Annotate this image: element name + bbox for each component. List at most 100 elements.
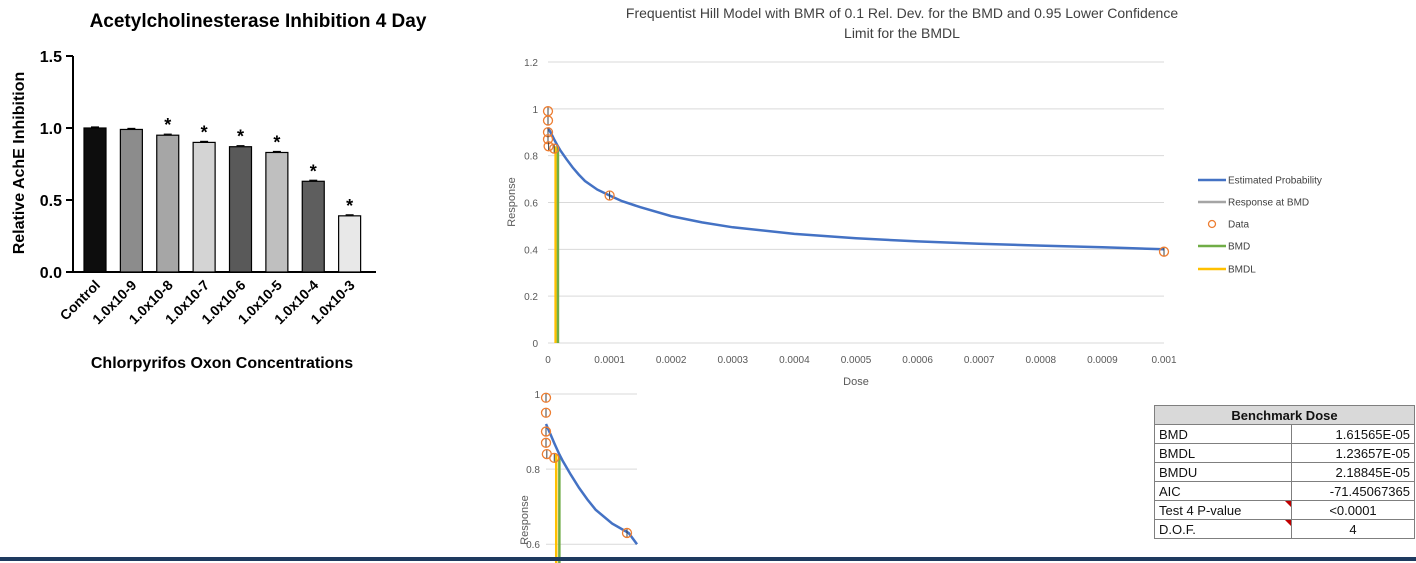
data-point xyxy=(542,134,554,145)
significance-marker: * xyxy=(237,127,244,147)
hill-chart-title: Frequentist Hill Model with BMR of 0.1 R… xyxy=(626,5,1178,41)
y-tick-label: 0 xyxy=(532,339,538,350)
table-cell-label: AIC xyxy=(1154,481,1292,501)
significance-marker: * xyxy=(273,132,280,152)
data-point xyxy=(540,392,552,403)
data-point xyxy=(604,190,615,201)
y-tick-label: 1.0 xyxy=(40,121,62,138)
x-tick-label: 0.0001 xyxy=(594,355,625,366)
y-tick-label: 0.6 xyxy=(524,199,538,210)
x-tick-label: 0.0007 xyxy=(964,355,995,366)
x-tick-label: 0.0004 xyxy=(779,355,810,366)
bar xyxy=(228,146,253,273)
hill-chart-title-line: Frequentist Hill Model with BMR of 0.1 R… xyxy=(626,5,1178,21)
estimated-probability-curve xyxy=(544,423,639,545)
x-tick-label: 0.0008 xyxy=(1026,355,1057,366)
data-point xyxy=(543,141,554,152)
hill-chart-x-label: Dose xyxy=(843,376,869,388)
bar xyxy=(301,180,325,273)
benchmark-table-header: Benchmark Dose xyxy=(1154,405,1415,425)
bar-chart-y-label: Relative AchE Inhibition xyxy=(11,72,28,255)
data-point xyxy=(549,143,560,154)
data-point xyxy=(621,527,633,539)
table-cell-label: D.O.F. xyxy=(1154,519,1292,539)
bar-chart-axes: 0.0 0.5 1.0 1.5 xyxy=(40,49,376,282)
data-point xyxy=(549,452,560,463)
legend-marker xyxy=(1207,219,1217,229)
x-tick-label: 0 xyxy=(545,355,551,366)
data-point xyxy=(540,426,552,437)
table-cell-value: 2.18845E-05 xyxy=(1291,462,1415,482)
hill-chart-y-label: Response xyxy=(506,177,518,227)
table-row: AIC -71.45067365 xyxy=(1154,481,1415,501)
table-cell-value: -71.45067365 xyxy=(1291,481,1415,501)
table-row: BMDL 1.23657E-05 xyxy=(1154,443,1415,463)
data-point xyxy=(1158,246,1170,257)
data-point xyxy=(540,437,552,448)
y-tick-label: 0.2 xyxy=(524,292,538,303)
legend-label: Response at BMD xyxy=(1228,198,1309,209)
ache-bar-chart: Acetylcholinesterase Inhibition 4 Day 0.… xyxy=(11,11,427,372)
legend-label: BMDL xyxy=(1228,265,1256,276)
table-cell-label: BMDL xyxy=(1154,443,1292,463)
y-tick-label: 0.5 xyxy=(40,193,62,210)
y-tick-label: 0.8 xyxy=(526,465,540,476)
legend-label: Estimated Probability xyxy=(1228,176,1322,187)
table-cell-label-text: Test 4 P-value xyxy=(1159,502,1242,518)
zoom-chart-y-label: Response xyxy=(519,495,531,545)
legend-label: BMD xyxy=(1228,242,1250,253)
table-cell-label: BMD xyxy=(1154,424,1292,444)
estimated-probability-curve xyxy=(546,127,1165,251)
data-point xyxy=(542,115,554,126)
x-tick-label: 0.0005 xyxy=(841,355,872,366)
x-tick-label: 0.001 xyxy=(1151,355,1176,366)
table-cell-value: 1.23657E-05 xyxy=(1291,443,1415,463)
y-tick-label: 0.6 xyxy=(526,540,540,551)
table-cell-label: Test 4 P-value xyxy=(1154,500,1292,520)
zoom-chart-plot xyxy=(540,392,639,563)
significance-marker: * xyxy=(201,122,208,142)
y-tick-label: 0.0 xyxy=(40,265,62,282)
significance-marker: * xyxy=(310,161,317,181)
hill-chart-plot xyxy=(542,106,1170,343)
bar xyxy=(192,141,216,273)
y-tick-label: 0.4 xyxy=(524,245,538,256)
table-cell-label: BMDU xyxy=(1154,462,1292,482)
data-point xyxy=(540,407,552,418)
hill-chart-legend: Estimated Probability Response at BMD Data… xyxy=(1198,176,1322,276)
hill-chart-title-line: Limit for the BMDL xyxy=(844,25,960,41)
benchmark-dose-table: Benchmark Dose BMD 1.61565E-05 BMDL 1.23… xyxy=(1154,405,1415,539)
bar xyxy=(156,134,180,273)
bar-chart-bars: Control1.0x10-9*1.0x10-8*1.0x10-7*1.0x10… xyxy=(57,115,362,327)
x-tick-label: 0.0006 xyxy=(902,355,933,366)
y-tick-label: 1 xyxy=(532,105,538,116)
table-cell-label-text: D.O.F. xyxy=(1159,521,1196,537)
table-row: BMD 1.61565E-05 xyxy=(1154,424,1415,444)
y-tick-label: 1.2 xyxy=(524,58,538,69)
comment-flag-icon[interactable] xyxy=(1285,501,1291,507)
zoom-chart-grid: 0.6 0.8 1 xyxy=(526,390,637,551)
bar-chart-title: Acetylcholinesterase Inhibition 4 Day xyxy=(90,11,427,32)
table-row: BMDU 2.18845E-05 xyxy=(1154,462,1415,482)
legend-label: Data xyxy=(1228,220,1250,231)
bar xyxy=(338,215,362,273)
hill-model-chart: Frequentist Hill Model with BMR of 0.1 R… xyxy=(506,5,1322,388)
bar xyxy=(119,128,143,273)
hill-chart-grid xyxy=(548,61,1164,344)
table-row: D.O.F. 4 xyxy=(1154,519,1415,539)
x-tick-label: 0.0003 xyxy=(718,355,749,366)
bottom-divider xyxy=(0,557,1416,561)
table-cell-value: 1.61565E-05 xyxy=(1291,424,1415,444)
table-cell-value: <0.0001 xyxy=(1291,500,1415,520)
significance-marker: * xyxy=(346,196,353,216)
y-tick-label: 1 xyxy=(534,390,540,401)
table-row: Test 4 P-value <0.0001 xyxy=(1154,500,1415,520)
y-tick-label: 0.8 xyxy=(524,152,538,163)
bar xyxy=(265,151,289,273)
x-tick-label: 0.0002 xyxy=(656,355,687,366)
bar-chart-x-label: Chlorpyrifos Oxon Concentrations xyxy=(91,355,353,372)
comment-flag-icon[interactable] xyxy=(1285,520,1291,526)
hill-chart-ticks: 0 0.2 0.4 0.6 0.8 1 1.2 0 0.0001 0.0002 0.0003 0.00… xyxy=(524,58,1177,366)
bar xyxy=(83,127,107,273)
